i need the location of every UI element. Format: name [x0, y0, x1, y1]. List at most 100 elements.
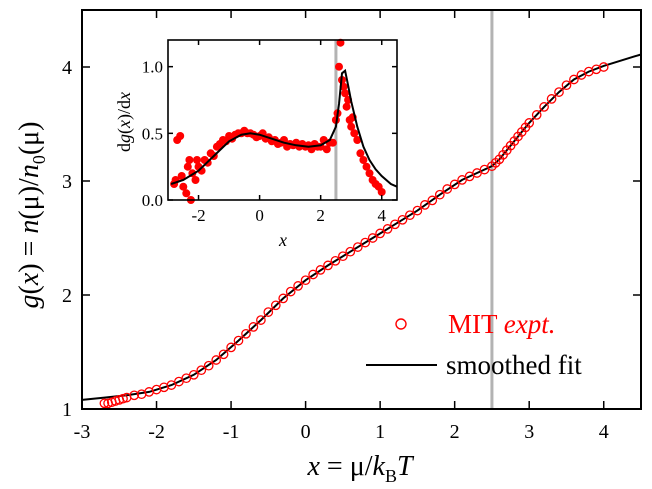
data-point — [367, 233, 378, 243]
data-point — [375, 228, 385, 239]
inset-y-axis-label: dg(x)/dx — [114, 92, 135, 152]
inset-data-point — [365, 169, 374, 178]
x-tick-label: 4 — [599, 421, 609, 443]
inset-data-point — [335, 62, 343, 71]
inset-plot: -2 0 2 4 0.0 0.5 1.0 x dg(x)/dx — [114, 38, 398, 250]
data-point — [345, 246, 356, 257]
inset-data-point — [176, 132, 185, 140]
y-tick-label: 2 — [62, 285, 72, 307]
inset-data-point — [342, 102, 351, 111]
data-point — [449, 179, 460, 190]
data-point — [129, 390, 140, 401]
data-point — [233, 335, 244, 346]
x-tick-label: 0 — [301, 421, 311, 443]
x-tick-label: 4 — [377, 206, 386, 225]
x-tick-label: -3 — [74, 421, 91, 443]
data-point — [263, 307, 274, 317]
inset-x-axis-ticks: -2 0 2 4 — [191, 40, 386, 225]
data-point — [546, 94, 557, 104]
data-point — [308, 269, 318, 280]
legend: MIT expt. smoothed fit — [366, 309, 582, 380]
x-axis-label: x = μ/kBT — [306, 451, 414, 486]
data-point — [442, 184, 453, 194]
legend-label-fit: smoothed fit — [446, 350, 582, 380]
plot-frame — [81, 9, 642, 410]
data-point — [531, 110, 542, 120]
inset-data-point — [341, 89, 350, 98]
y-tick-label: 0.0 — [142, 191, 163, 210]
y-tick-label: 4 — [62, 57, 72, 79]
y-axis-ticks: 1 2 3 4 — [62, 57, 641, 421]
y-tick-label: 0.5 — [142, 124, 163, 143]
y-tick-label: 1.0 — [142, 58, 163, 77]
data-point — [554, 87, 564, 97]
inset-data-point — [362, 162, 371, 171]
x-tick-label: 1 — [375, 421, 385, 443]
data-point — [270, 300, 281, 311]
data-point — [352, 242, 363, 252]
x-axis-ticks: -3 -2 -1 0 1 2 3 4 — [74, 10, 609, 443]
data-point — [382, 224, 393, 234]
y-tick-label: 3 — [62, 171, 72, 193]
data-point — [412, 205, 423, 216]
inset-data-point — [347, 122, 356, 131]
data-point — [323, 260, 333, 271]
x-tick-label: 3 — [524, 421, 534, 443]
data-point — [218, 349, 229, 360]
inset-smoothed-fit-line — [170, 68, 398, 188]
inset-data-point — [183, 162, 192, 171]
data-point — [405, 210, 415, 221]
inset-background — [168, 40, 397, 200]
inset-data-point — [179, 182, 188, 191]
inset-data-point — [182, 189, 191, 198]
inset-data-point — [350, 129, 359, 138]
data-point — [256, 315, 266, 325]
x-tick-label: -2 — [191, 206, 205, 225]
inset-data-point — [185, 156, 194, 164]
inset-data-point — [322, 145, 331, 154]
data-point — [241, 328, 251, 339]
data-point — [211, 355, 222, 365]
data-point — [420, 200, 430, 210]
inset-data-point — [356, 149, 365, 158]
data-point — [561, 80, 572, 91]
data-point — [390, 219, 400, 230]
x-tick-label: -2 — [148, 421, 165, 443]
inset-data-point — [191, 176, 200, 184]
data-point — [315, 265, 326, 275]
inset-data-point — [193, 156, 201, 164]
legend-marker-open-circle — [395, 318, 407, 330]
x-tick-label: 2 — [316, 206, 325, 225]
inset-frame — [167, 39, 398, 201]
inset-data-point — [377, 188, 386, 196]
inset-x-axis-label: x — [278, 230, 287, 250]
legend-label-expt: MIT expt. — [448, 309, 556, 339]
data-point — [360, 237, 371, 248]
data-point — [427, 195, 438, 206]
x-tick-label: 0 — [255, 206, 264, 225]
data-point — [278, 293, 289, 304]
inset-y-axis-ticks: 0.0 0.5 1.0 — [142, 58, 397, 210]
data-point — [569, 74, 579, 85]
inset-data-point — [359, 156, 368, 164]
data-point — [330, 255, 341, 266]
data-point — [397, 214, 408, 225]
data-point — [293, 281, 303, 291]
data-point — [338, 251, 348, 262]
data-point — [226, 342, 236, 353]
x-tick-label: -1 — [223, 421, 240, 443]
inset-data-point — [328, 138, 337, 147]
y-axis-label: g(x) = n(μ)/n0(μ) — [14, 121, 49, 308]
data-point — [203, 360, 214, 371]
experiment-points — [99, 62, 609, 409]
data-point — [188, 369, 199, 380]
data-point — [434, 189, 445, 200]
data-point — [598, 62, 609, 72]
data-point — [285, 286, 296, 297]
main-plot: -3 -2 -1 0 1 2 3 4 1 2 3 4 x = μ/kBT g(x) = n(μ)/n… — [14, 9, 642, 486]
data-point — [300, 275, 311, 286]
data-point — [248, 322, 259, 332]
data-point — [524, 118, 535, 128]
data-point — [539, 102, 549, 112]
